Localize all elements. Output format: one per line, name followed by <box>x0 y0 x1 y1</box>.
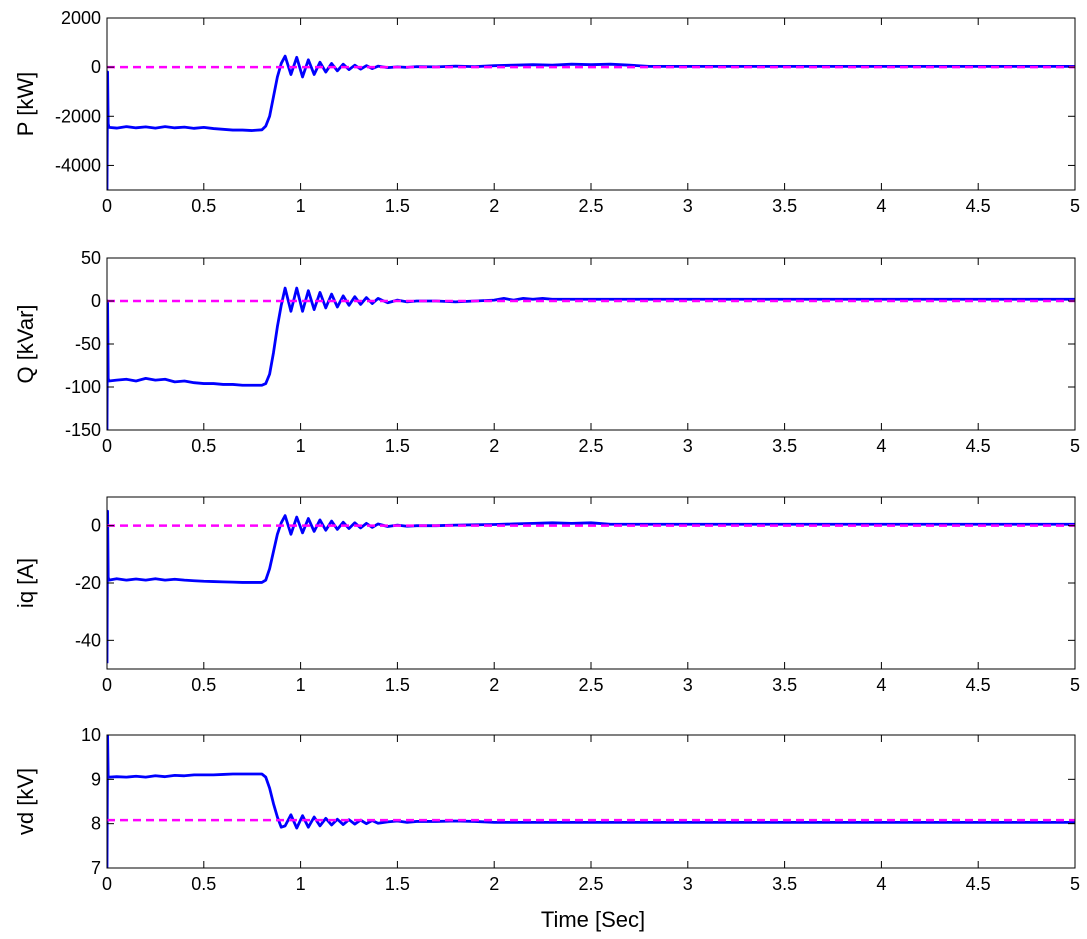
x-tick-label: 0 <box>102 874 112 894</box>
x-axis-label: Time [Sec] <box>541 907 645 932</box>
x-tick-label: 1.5 <box>385 874 410 894</box>
y-tick-label: -40 <box>75 630 101 650</box>
x-tick-label: 0 <box>102 675 112 695</box>
x-tick-label: 2.5 <box>578 675 603 695</box>
x-tick-label: 4 <box>876 196 886 216</box>
x-tick-label: 4 <box>876 436 886 456</box>
panel-vd-voltage: 0 0.5 1 1.5 2 2.5 3 3.5 4 4.5 5 10 9 8 7 vd [kV] <box>13 725 1080 894</box>
y-tick-label: 2000 <box>61 8 101 28</box>
x-tick-label: 5 <box>1070 196 1080 216</box>
response-line <box>107 735 1075 868</box>
x-tick-label: 3.5 <box>772 196 797 216</box>
x-tick-label: 4.5 <box>966 675 991 695</box>
y-tick-label: -50 <box>75 334 101 354</box>
plot-area <box>107 258 1075 430</box>
x-tick-label: 1.5 <box>385 436 410 456</box>
x-tick-label: 2 <box>489 436 499 456</box>
x-tick-label: 2 <box>489 874 499 894</box>
x-tick-label: 1.5 <box>385 675 410 695</box>
panel-iq-current: 0 0.5 1 1.5 2 2.5 3 3.5 4 4.5 5 0 -20 -40 iq [A] <box>13 496 1080 695</box>
x-tick-label: 5 <box>1070 436 1080 456</box>
y-axis-label: iq [A] <box>13 558 38 608</box>
x-tick-label: 5 <box>1070 675 1080 695</box>
y-tick-label: 0 <box>91 57 101 77</box>
plot-area <box>107 18 1075 190</box>
y-axis-label: vd [kV] <box>13 768 38 835</box>
response-line <box>107 509 1075 664</box>
y-tick-label: -2000 <box>55 106 101 126</box>
x-tick-label: 0.5 <box>191 874 216 894</box>
plot-area <box>107 735 1075 868</box>
x-tick-label: 3 <box>683 874 693 894</box>
y-tick-label: 8 <box>91 814 101 834</box>
x-tick-label: 2 <box>489 196 499 216</box>
x-tick-label: 4.5 <box>966 436 991 456</box>
x-tick-label: 4.5 <box>966 874 991 894</box>
y-tick-label: 50 <box>81 248 101 268</box>
x-tick-label: 0 <box>102 196 112 216</box>
y-tick-label: 0 <box>91 291 101 311</box>
x-tick-label: 0 <box>102 436 112 456</box>
x-tick-label: 2.5 <box>578 196 603 216</box>
x-tick-label: 3 <box>683 196 693 216</box>
x-tick-label: 0.5 <box>191 436 216 456</box>
y-tick-label: 0 <box>91 516 101 536</box>
x-tick-label: 2.5 <box>578 436 603 456</box>
y-tick-label: -20 <box>75 573 101 593</box>
x-tick-label: 3.5 <box>772 675 797 695</box>
x-tick-label: 1.5 <box>385 196 410 216</box>
panel-power: 0 0.5 1 1.5 2 2.5 3 3.5 4 4.5 5 2000 0 -2000 -4000 P [k… <box>13 8 1080 216</box>
x-tick-label: 0.5 <box>191 675 216 695</box>
x-tick-label: 4.5 <box>966 196 991 216</box>
y-tick-label: 9 <box>91 769 101 789</box>
y-tick-label: -4000 <box>55 155 101 175</box>
y-tick-label: -150 <box>65 420 101 440</box>
x-tick-label: 3 <box>683 675 693 695</box>
x-tick-label: 2 <box>489 675 499 695</box>
x-tick-label: 4 <box>876 874 886 894</box>
y-tick-label: -100 <box>65 377 101 397</box>
x-tick-label: 4 <box>876 675 886 695</box>
x-tick-label: 1 <box>296 436 306 456</box>
x-tick-label: 1 <box>296 196 306 216</box>
response-line <box>107 54 1075 190</box>
y-tick-label: 10 <box>81 725 101 745</box>
panel-reactive-power: 0 0.5 1 1.5 2 2.5 3 3.5 4 4.5 5 50 0 -50 -100 -150 Q [kV… <box>13 248 1080 456</box>
y-tick-label: 7 <box>91 858 101 878</box>
x-tick-label: 3.5 <box>772 874 797 894</box>
x-tick-label: 5 <box>1070 874 1080 894</box>
y-axis-label: P [kW] <box>13 72 38 136</box>
x-tick-label: 3 <box>683 436 693 456</box>
x-tick-label: 1 <box>296 675 306 695</box>
x-tick-label: 1 <box>296 874 306 894</box>
x-tick-label: 0.5 <box>191 196 216 216</box>
x-tick-label: 3.5 <box>772 436 797 456</box>
y-axis-label: Q [kVar] <box>13 304 38 383</box>
x-tick-label: 2.5 <box>578 874 603 894</box>
